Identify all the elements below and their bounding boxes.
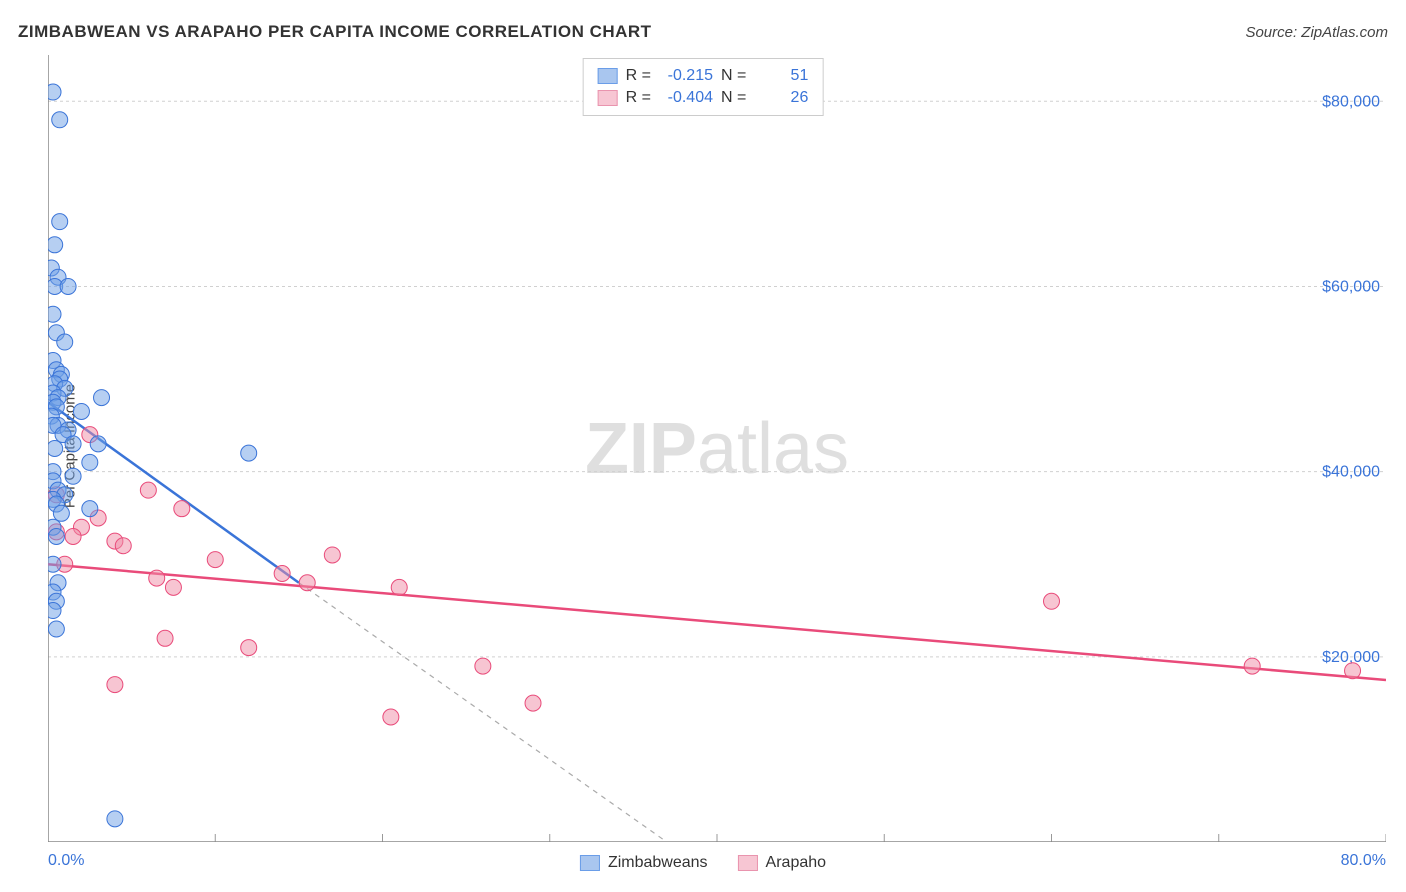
legend-item: Zimbabweans [580,854,708,872]
legend-stats-row: R = -0.404 N = 26 [598,87,809,109]
plot-area: ZIPatlas $20,000$40,000$60,000$80,000 [48,55,1386,842]
n-label: N = [721,89,746,107]
n-value: 51 [754,67,808,85]
n-label: N = [721,67,746,85]
legend-label: Zimbabweans [608,854,708,872]
legend-swatch-2 [598,90,618,106]
legend-stats: R = -0.215 N = 51 R = -0.404 N = 26 [583,58,824,116]
svg-text:$60,000: $60,000 [1322,278,1380,295]
scatter-plot: $20,000$40,000$60,000$80,000 [48,55,1386,842]
n-value: 26 [754,89,808,107]
chart-title: ZIMBABWEAN VS ARAPAHO PER CAPITA INCOME … [18,22,652,42]
header: ZIMBABWEAN VS ARAPAHO PER CAPITA INCOME … [18,22,1388,42]
legend-item: Arapaho [738,854,827,872]
svg-text:$40,000: $40,000 [1322,464,1380,481]
legend-swatch-series1 [580,855,600,871]
chart-container: ZIMBABWEAN VS ARAPAHO PER CAPITA INCOME … [0,0,1406,892]
r-value: -0.215 [659,67,713,85]
x-axis-min: 0.0% [48,852,84,870]
svg-text:$80,000: $80,000 [1322,93,1380,110]
x-axis-max: 80.0% [1341,852,1386,870]
legend-stats-row: R = -0.215 N = 51 [598,65,809,87]
legend-series: Zimbabweans Arapaho [580,854,826,872]
legend-swatch-series2 [738,855,758,871]
r-value: -0.404 [659,89,713,107]
r-label: R = [626,89,651,107]
legend-swatch-1 [598,68,618,84]
legend-label: Arapaho [766,854,827,872]
source-label: Source: ZipAtlas.com [1245,24,1388,41]
r-label: R = [626,67,651,85]
